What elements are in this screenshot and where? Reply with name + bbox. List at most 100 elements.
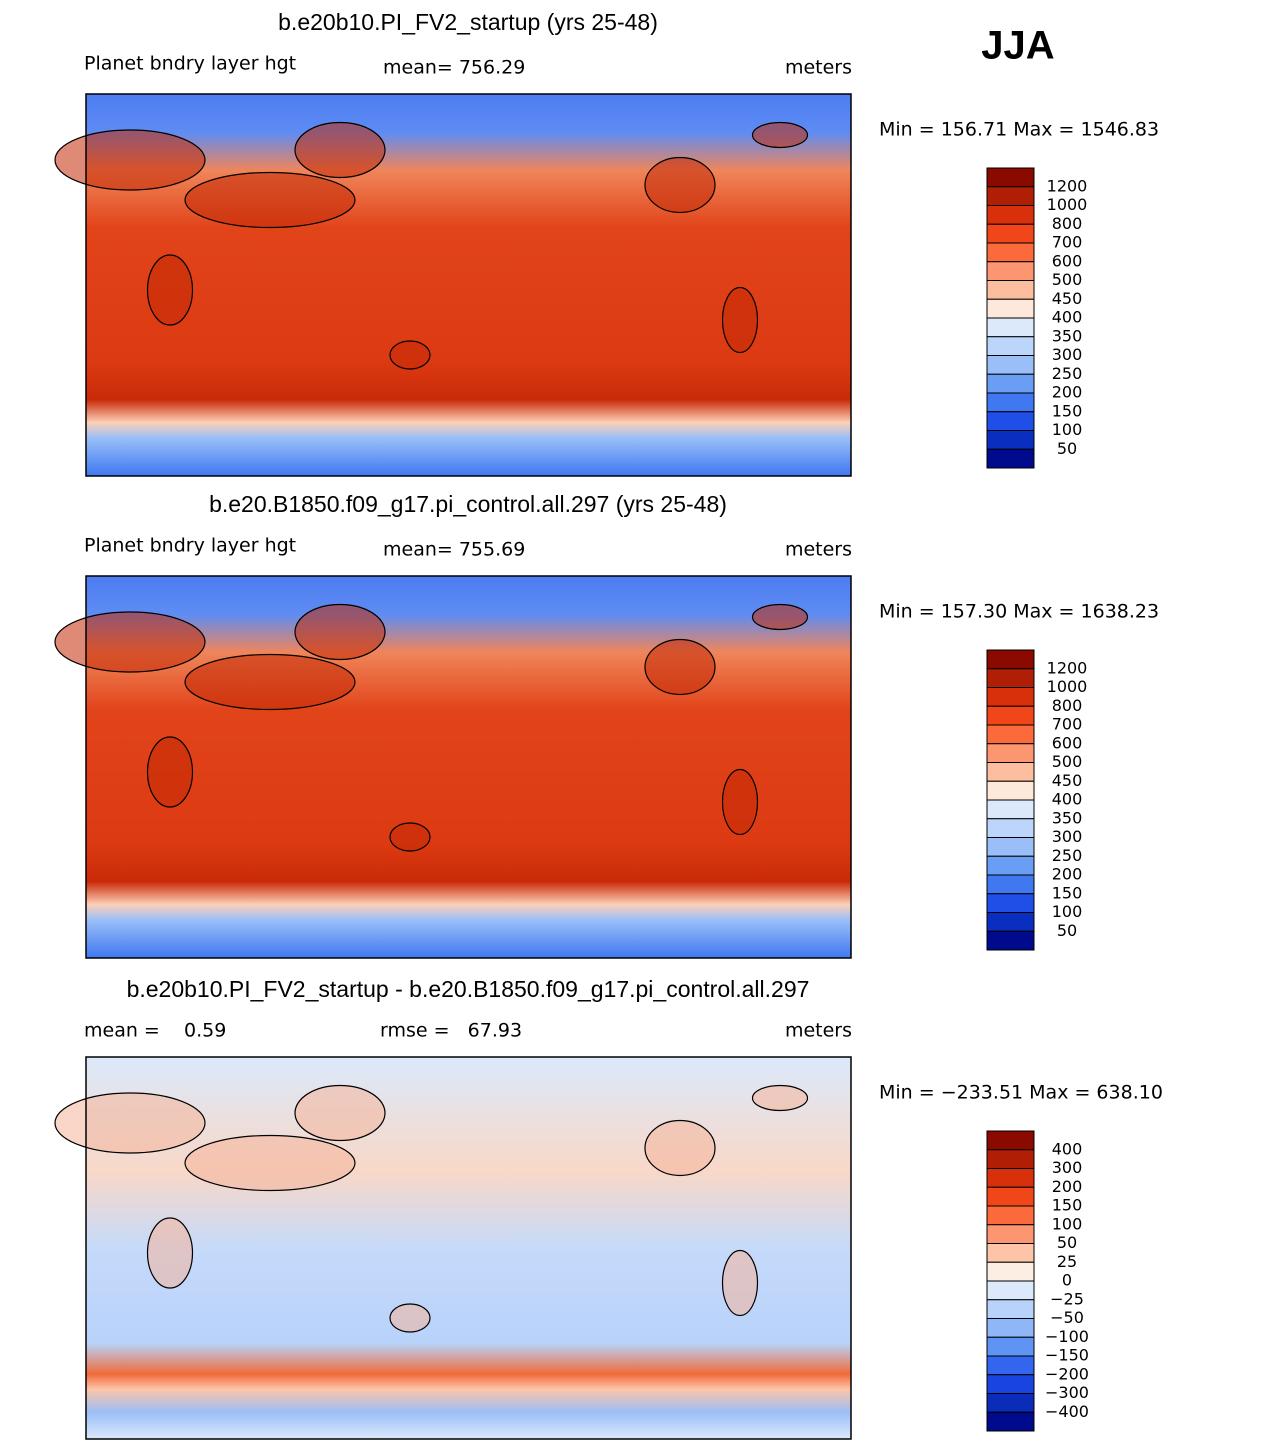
colorbar-label: −200 — [1045, 1364, 1089, 1383]
colorbar-box — [986, 799, 1035, 820]
continent — [294, 1084, 386, 1142]
colorbar-box — [986, 837, 1035, 857]
units-label: meters — [785, 1020, 852, 1042]
colorbar-box — [986, 298, 1035, 319]
colorbar-box — [986, 317, 1035, 338]
colorbar-label: 1200 — [1047, 658, 1088, 677]
panel-title: b.e20b10.PI_FV2_startup (yrs 25-48) — [278, 9, 658, 35]
continent — [146, 254, 194, 326]
colorbar-label: −300 — [1045, 1383, 1089, 1402]
colorbar-label: 600 — [1052, 251, 1083, 270]
continent — [751, 121, 809, 149]
colorbar-box — [986, 818, 1035, 838]
colorbar-box — [986, 705, 1035, 726]
colorbar-box — [986, 1355, 1035, 1376]
colorbar-box — [986, 336, 1035, 356]
colorbar-box — [986, 912, 1035, 932]
colorbar-label: 450 — [1052, 289, 1083, 308]
colorbar-label: 200 — [1052, 383, 1083, 402]
colorbar-label: 300 — [1052, 827, 1083, 846]
colorbar-label: 150 — [1052, 1196, 1083, 1215]
colorbar-box — [986, 874, 1035, 895]
continent — [294, 603, 386, 661]
colorbar-label: 700 — [1052, 233, 1083, 252]
colorbar-label: 600 — [1052, 733, 1083, 752]
colorbar-box — [986, 261, 1035, 281]
colorbar-label: 100 — [1052, 420, 1083, 439]
colorbar-label: 450 — [1052, 771, 1083, 790]
colorbar-label: 350 — [1052, 808, 1083, 827]
colorbar-box — [986, 392, 1035, 413]
colorbar-label: 700 — [1052, 715, 1083, 734]
colorbar-box — [986, 1224, 1035, 1244]
continent — [54, 1092, 206, 1154]
colorbar-box — [986, 1374, 1035, 1394]
continent — [389, 340, 431, 370]
colorbar-box — [986, 205, 1035, 225]
colorbar-box — [986, 223, 1035, 244]
colorbar-box — [986, 1261, 1035, 1282]
colorbar-box — [986, 1130, 1035, 1151]
colorbar-box — [986, 1186, 1035, 1207]
colorbar-box — [986, 186, 1035, 206]
colorbar-label: 100 — [1052, 902, 1083, 921]
colorbar-label: 400 — [1052, 790, 1083, 809]
colorbar-box — [986, 762, 1035, 782]
colorbar-box — [986, 855, 1035, 876]
continent — [389, 1303, 431, 1333]
colorbar-label: 400 — [1052, 308, 1083, 327]
colorbar-label: 200 — [1052, 1177, 1083, 1196]
colorbar-box — [986, 411, 1035, 431]
colorbar-label: 800 — [1052, 214, 1083, 233]
colorbar-label: 1000 — [1047, 195, 1088, 214]
range-label: Min = −233.51 Max = 638.10 — [879, 1082, 1163, 1104]
continent — [184, 1134, 356, 1192]
colorbar-label: −25 — [1050, 1289, 1084, 1308]
colorbar-label: 0 — [1062, 1271, 1072, 1290]
colorbar-label: 50 — [1057, 921, 1077, 940]
colorbar-label: 1000 — [1047, 677, 1088, 696]
continent — [721, 768, 759, 836]
continent — [184, 171, 356, 229]
colorbar-label: 50 — [1057, 439, 1077, 458]
continent — [54, 611, 206, 673]
colorbar-box — [986, 430, 1035, 450]
continent — [294, 121, 386, 179]
continent — [644, 156, 716, 214]
colorbar-box — [986, 1205, 1035, 1226]
panels: b.e20b10.PI_FV2_startup (yrs 25-48) Plane… — [54, 9, 1163, 1440]
colorbar-box — [986, 167, 1035, 188]
colorbar-box — [986, 242, 1035, 263]
colorbar-box — [986, 743, 1035, 763]
map-frame — [85, 575, 852, 959]
map — [54, 93, 852, 477]
colorbar-box — [986, 373, 1035, 394]
colorbar-label: 150 — [1052, 401, 1083, 420]
colorbar-label: 350 — [1052, 326, 1083, 345]
units-label: meters — [785, 57, 852, 79]
map — [54, 575, 852, 959]
continent — [146, 1217, 194, 1289]
variable-label: Planet bndry layer hgt — [84, 53, 296, 75]
colorbar-box — [986, 930, 1035, 951]
colorbar-label: 25 — [1057, 1252, 1077, 1271]
continent — [751, 1084, 809, 1112]
continent — [644, 638, 716, 696]
map — [54, 1056, 852, 1440]
colorbar-box — [986, 448, 1035, 469]
colorbar-label: −100 — [1045, 1327, 1089, 1346]
continent — [389, 822, 431, 852]
colorbar-box — [986, 1336, 1035, 1357]
colorbar-box — [986, 780, 1035, 801]
colorbar-label: 1200 — [1047, 176, 1088, 195]
colorbar-box — [986, 1149, 1035, 1169]
colorbar-box — [986, 687, 1035, 707]
colorbar-label: 150 — [1052, 883, 1083, 902]
map-field — [86, 94, 851, 476]
continent — [184, 653, 356, 711]
colorbar-label: 50 — [1057, 1233, 1077, 1252]
continent — [54, 129, 206, 191]
stat-label: mean = 0.59 — [84, 1020, 226, 1042]
